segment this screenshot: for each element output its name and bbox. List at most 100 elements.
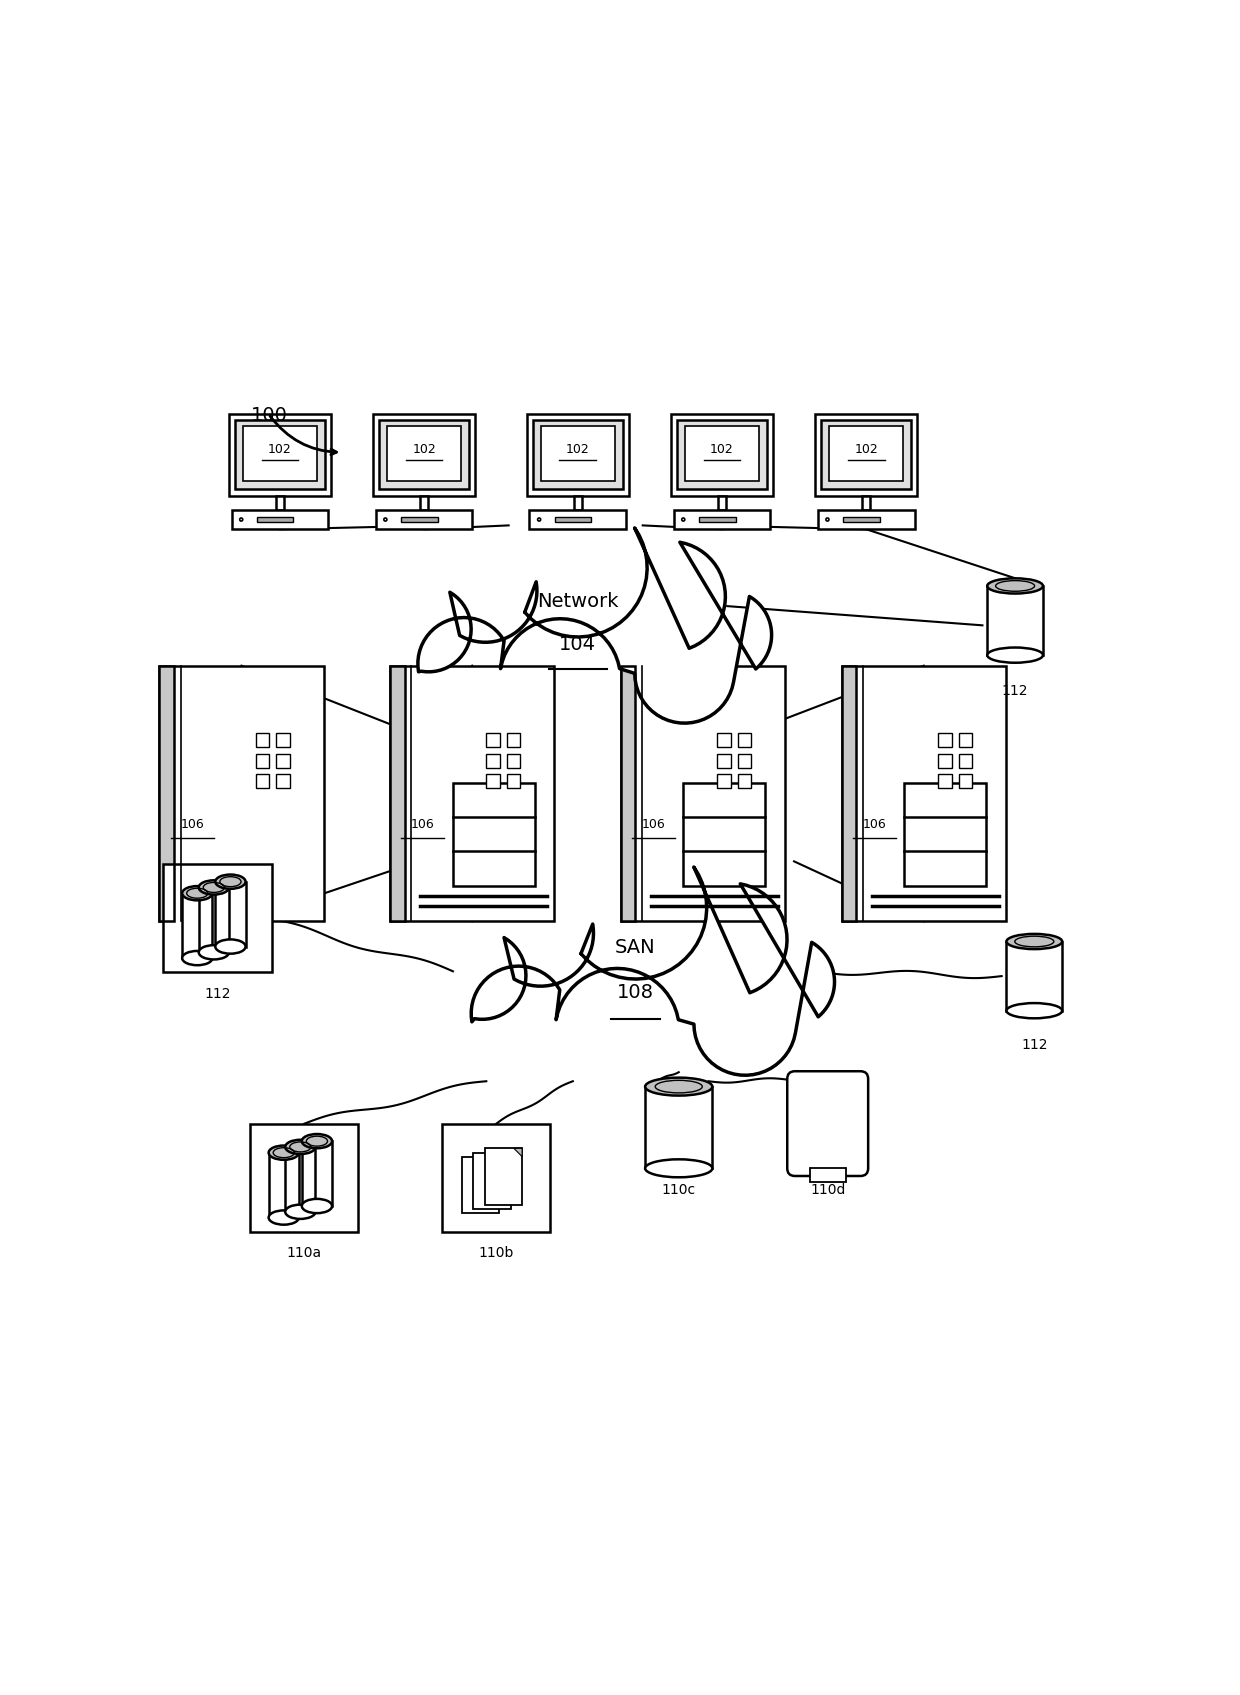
FancyBboxPatch shape — [686, 425, 759, 481]
FancyBboxPatch shape — [830, 425, 903, 481]
FancyBboxPatch shape — [843, 517, 879, 522]
FancyBboxPatch shape — [285, 1148, 315, 1212]
FancyBboxPatch shape — [620, 666, 785, 922]
FancyBboxPatch shape — [527, 414, 629, 495]
Text: 106: 106 — [863, 817, 887, 831]
FancyBboxPatch shape — [1007, 941, 1063, 1010]
FancyBboxPatch shape — [257, 517, 294, 522]
FancyBboxPatch shape — [699, 517, 735, 522]
FancyBboxPatch shape — [461, 1158, 498, 1214]
FancyBboxPatch shape — [486, 734, 500, 747]
Text: 104: 104 — [559, 636, 596, 654]
FancyBboxPatch shape — [821, 420, 911, 490]
FancyBboxPatch shape — [376, 510, 472, 529]
Polygon shape — [513, 1148, 522, 1156]
FancyBboxPatch shape — [738, 775, 751, 788]
FancyBboxPatch shape — [620, 666, 635, 922]
FancyBboxPatch shape — [420, 495, 428, 510]
FancyBboxPatch shape — [815, 414, 918, 495]
FancyBboxPatch shape — [507, 754, 521, 768]
Text: 108: 108 — [618, 983, 653, 1002]
FancyBboxPatch shape — [738, 754, 751, 768]
Ellipse shape — [198, 946, 229, 959]
FancyBboxPatch shape — [182, 893, 212, 958]
FancyBboxPatch shape — [671, 414, 773, 495]
FancyBboxPatch shape — [717, 734, 730, 747]
Text: 102: 102 — [565, 442, 590, 456]
Circle shape — [538, 519, 541, 520]
FancyBboxPatch shape — [277, 775, 290, 788]
Ellipse shape — [182, 886, 212, 900]
Ellipse shape — [285, 1205, 315, 1219]
FancyBboxPatch shape — [159, 666, 324, 922]
Ellipse shape — [301, 1134, 332, 1148]
Text: Network: Network — [537, 592, 619, 610]
FancyBboxPatch shape — [904, 783, 986, 885]
FancyBboxPatch shape — [645, 1086, 713, 1168]
FancyBboxPatch shape — [255, 754, 269, 768]
FancyBboxPatch shape — [159, 666, 174, 922]
FancyBboxPatch shape — [389, 666, 404, 922]
FancyBboxPatch shape — [718, 495, 725, 510]
FancyBboxPatch shape — [717, 754, 730, 768]
FancyBboxPatch shape — [533, 420, 622, 490]
Circle shape — [384, 519, 387, 520]
Text: 112: 112 — [1021, 1037, 1048, 1051]
FancyBboxPatch shape — [236, 420, 325, 490]
FancyBboxPatch shape — [301, 1141, 332, 1207]
FancyBboxPatch shape — [198, 888, 229, 953]
Polygon shape — [502, 1153, 511, 1161]
FancyBboxPatch shape — [738, 734, 751, 747]
FancyBboxPatch shape — [939, 734, 951, 747]
Text: 100: 100 — [250, 407, 288, 425]
FancyBboxPatch shape — [443, 1124, 551, 1232]
Text: SAN: SAN — [615, 937, 656, 956]
Ellipse shape — [285, 1139, 315, 1154]
FancyBboxPatch shape — [486, 754, 500, 768]
FancyBboxPatch shape — [232, 510, 329, 529]
FancyBboxPatch shape — [817, 510, 915, 529]
Text: 106: 106 — [641, 817, 666, 831]
FancyBboxPatch shape — [485, 1148, 522, 1205]
FancyBboxPatch shape — [401, 517, 438, 522]
FancyBboxPatch shape — [474, 1153, 511, 1209]
FancyBboxPatch shape — [862, 495, 870, 510]
Text: 106: 106 — [180, 817, 205, 831]
FancyBboxPatch shape — [243, 425, 316, 481]
FancyBboxPatch shape — [810, 1168, 846, 1181]
Ellipse shape — [987, 578, 1043, 593]
FancyBboxPatch shape — [959, 734, 972, 747]
FancyBboxPatch shape — [255, 775, 269, 788]
FancyBboxPatch shape — [959, 754, 972, 768]
FancyBboxPatch shape — [389, 666, 554, 922]
FancyBboxPatch shape — [229, 414, 331, 495]
FancyBboxPatch shape — [574, 495, 582, 510]
Polygon shape — [471, 868, 835, 1075]
FancyBboxPatch shape — [277, 495, 284, 510]
Ellipse shape — [269, 1146, 299, 1159]
FancyBboxPatch shape — [379, 420, 469, 490]
FancyBboxPatch shape — [486, 775, 500, 788]
Circle shape — [682, 519, 684, 520]
Text: 112: 112 — [1002, 685, 1028, 698]
Ellipse shape — [987, 647, 1043, 663]
Text: 102: 102 — [854, 442, 878, 456]
Ellipse shape — [216, 875, 246, 888]
Ellipse shape — [198, 880, 229, 895]
FancyBboxPatch shape — [373, 414, 475, 495]
FancyBboxPatch shape — [164, 864, 272, 973]
Text: 112: 112 — [205, 986, 231, 1002]
FancyBboxPatch shape — [277, 734, 290, 747]
Ellipse shape — [269, 1210, 299, 1225]
FancyBboxPatch shape — [541, 425, 615, 481]
FancyBboxPatch shape — [529, 510, 626, 529]
Circle shape — [239, 519, 243, 520]
Text: 110c: 110c — [662, 1183, 696, 1197]
FancyBboxPatch shape — [683, 783, 765, 885]
FancyBboxPatch shape — [787, 1071, 868, 1176]
Ellipse shape — [182, 951, 212, 964]
Text: 110b: 110b — [479, 1246, 513, 1261]
FancyBboxPatch shape — [387, 425, 461, 481]
FancyBboxPatch shape — [507, 775, 521, 788]
Polygon shape — [491, 1158, 498, 1164]
